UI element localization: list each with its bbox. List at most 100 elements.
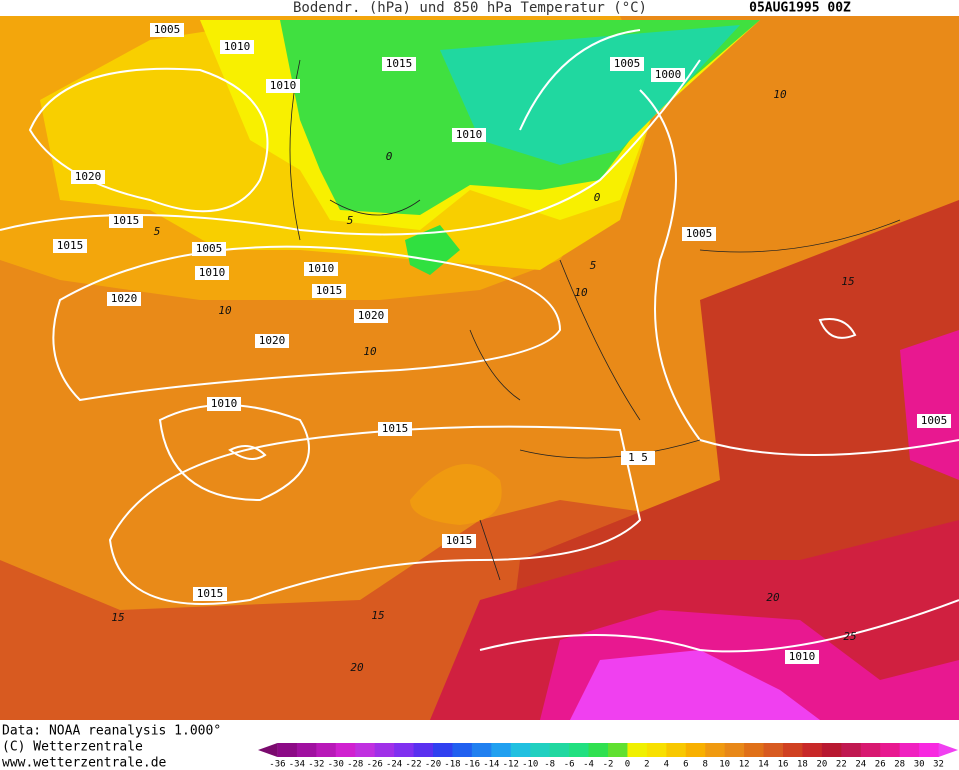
colorbar-swatch [530, 743, 551, 757]
colorbar-swatch [335, 743, 356, 757]
colorbar: -36 -34 -32 -30 -28 -26 -24 -22 -20 -18 -16 -14 -12-… [258, 743, 958, 770]
colorbar-label: -2 [603, 760, 614, 770]
colorbar-label: -6 [564, 760, 575, 770]
colorbar-label: 18 [797, 760, 808, 770]
colorbar-swatch [316, 743, 337, 757]
colorbar-label: -26 [367, 760, 383, 770]
isobar-label-bg [651, 68, 685, 82]
isobar-label-bg [53, 239, 87, 253]
isobar-label: 1010 [308, 262, 335, 275]
colorbar-swatch [277, 743, 298, 757]
temperature-label: 5 [154, 225, 161, 238]
colorbar-swatch [666, 743, 687, 757]
isobar-label: 1015 [386, 57, 413, 70]
colorbar-swatch [433, 743, 453, 757]
colorbar-swatch [394, 743, 415, 757]
isobar-label-bg [107, 292, 141, 306]
isobar-label-bg [109, 214, 143, 228]
colorbar-label: 8 [703, 760, 708, 770]
temperature-label: 15 [111, 611, 124, 624]
isobar-label: 1015 [446, 534, 473, 547]
colorbar-swatch [899, 743, 920, 757]
temperature-label: 15 [841, 275, 854, 288]
colorbar-label: 14 [758, 760, 769, 770]
footer-source: Data: NOAA reanalysis 1.000° [2, 724, 221, 739]
isobar-label-bg [610, 57, 644, 71]
colorbar-label: -34 [289, 760, 305, 770]
temperature-label: 10 [773, 88, 787, 101]
colorbar-label: -24 [386, 760, 402, 770]
isobar-label-bg [195, 266, 229, 280]
isobar-label: 1015 [113, 214, 140, 227]
isobar-label: 1015 [57, 239, 84, 252]
map-date: 05AUG1995 00Z [749, 1, 851, 16]
isobar-label: 1000 [655, 68, 682, 81]
colorbar-label: -22 [405, 760, 421, 770]
colorbar-label: 10 [719, 760, 730, 770]
colorbar-swatch [569, 743, 590, 757]
isobar-label-bg [312, 284, 346, 298]
colorbar-label: -12 [503, 760, 519, 770]
colorbar-label: 12 [739, 760, 750, 770]
isobar-label: 1005 [154, 23, 181, 36]
colorbar-label: 4 [664, 760, 669, 770]
colorbar-swatch [685, 743, 706, 757]
colorbar-label: 20 [816, 760, 827, 770]
temperature-label: 15 [371, 609, 384, 622]
isobar-label-bg [71, 170, 105, 184]
colorbar-label: -20 [425, 760, 441, 770]
temperature-label: 10 [363, 345, 377, 358]
colorbar-swatch [744, 743, 765, 757]
isobar-label: 1020 [358, 309, 385, 322]
temperature-label: 25 [843, 630, 856, 643]
colorbar-swatch [491, 743, 512, 757]
colorbar-label: 28 [894, 760, 905, 770]
colorbar-swatch [646, 743, 667, 757]
colorbar-label: 2 [644, 760, 649, 770]
colorbar-end [258, 743, 278, 757]
isobar-label-bg [442, 534, 476, 548]
colorbar-swatch [374, 743, 395, 757]
temperature-label: 20 [766, 591, 780, 604]
isobar-label-bg [378, 422, 412, 436]
colorbar-label: 26 [875, 760, 886, 770]
colorbar-swatch [841, 743, 862, 757]
isobar-label-bg [192, 242, 226, 256]
isobar-label-bg [304, 262, 338, 276]
colorbar-label: -4 [583, 760, 594, 770]
colorbar-swatch [705, 743, 726, 757]
temperature-label: 0 [594, 191, 601, 204]
isobar-label: 1010 [456, 128, 483, 141]
colorbar-label: -30 [328, 760, 344, 770]
isobar-label-bg [193, 587, 227, 601]
isobar-label-bg [150, 23, 184, 37]
colorbar-swatch [413, 743, 434, 757]
isobar-label: 1010 [199, 266, 226, 279]
isobar-label: 1 5 [628, 451, 648, 464]
colorbar-swatch [608, 743, 628, 757]
isobar-label-bg [917, 414, 951, 428]
isobar-label: 1005 [614, 57, 641, 70]
temperature-label: 0 [386, 150, 393, 163]
colorbar-swatch [588, 743, 609, 757]
colorbar-label: 6 [683, 760, 688, 770]
isobar-label: 1015 [382, 422, 409, 435]
isobar-label-bg [785, 650, 819, 664]
colorbar-label: 30 [914, 760, 925, 770]
isobar-label-bg [354, 309, 388, 323]
isobar-label: 1005 [921, 414, 948, 427]
isobar-label-bg [266, 79, 300, 93]
isobar-label: 1020 [259, 334, 286, 347]
isobar-label: 1010 [224, 40, 251, 53]
colorbar-label: 16 [778, 760, 789, 770]
isobar-label-bg [220, 40, 254, 54]
temperature-label: 10 [218, 304, 232, 317]
isobar-label-bg [621, 451, 655, 465]
isobar-label-bg [207, 397, 241, 411]
temperature-label: 10 [574, 286, 588, 299]
colorbar-label: 0 [625, 760, 630, 770]
colorbar-swatch [880, 743, 901, 757]
colorbar-label: -10 [522, 760, 538, 770]
isobar-label: 1005 [196, 242, 223, 255]
coastlines [289, 59, 901, 581]
